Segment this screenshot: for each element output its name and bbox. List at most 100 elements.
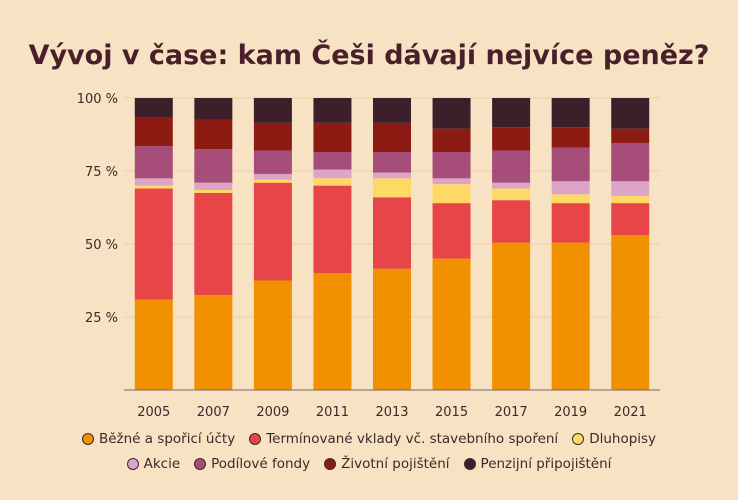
legend-label: Penzijní připojištění xyxy=(480,456,612,472)
x-tick-label: 2007 xyxy=(197,405,230,420)
bar-segment xyxy=(432,184,471,204)
legend-item: Akcie xyxy=(126,456,181,472)
bar-segment xyxy=(194,192,233,296)
x-tick-label: 2013 xyxy=(375,405,408,420)
bar-segment xyxy=(432,258,471,390)
bar-segment xyxy=(194,295,233,390)
bar-segment xyxy=(551,127,590,148)
bar-segment xyxy=(432,203,471,259)
bar-segment xyxy=(492,182,531,189)
bar-segment xyxy=(194,98,233,120)
bar-segment xyxy=(134,185,173,189)
legend-swatch xyxy=(463,458,476,470)
bar-segment xyxy=(253,280,292,390)
bar-segment xyxy=(134,98,173,117)
bar-segment xyxy=(253,122,292,151)
bar-segment xyxy=(373,122,411,153)
legend-item: Penzijní připojištění xyxy=(463,456,612,472)
bar-segment xyxy=(611,143,650,182)
bar-segment xyxy=(432,128,471,153)
x-tick-label: 2015 xyxy=(435,405,468,420)
bar-segment xyxy=(313,273,352,390)
bar-segment xyxy=(313,152,352,170)
bar-segment xyxy=(492,127,531,151)
bar-segment xyxy=(313,185,352,274)
y-tick-label: 50 % xyxy=(85,238,118,253)
legend-item: Běžné a spořicí účty xyxy=(81,431,236,447)
bar-segment xyxy=(551,147,590,182)
bar-segment xyxy=(611,128,650,144)
x-tick-label: 2021 xyxy=(614,405,647,420)
bar-segment xyxy=(373,268,411,390)
bar-segment xyxy=(373,98,411,123)
legend-item: Podílové fondy xyxy=(194,456,310,472)
bar-segment xyxy=(551,181,590,195)
y-tick-label: 25 % xyxy=(85,311,118,326)
bar-segment xyxy=(313,122,352,153)
x-tick-label: 2011 xyxy=(316,405,349,420)
bar-segment xyxy=(134,178,173,186)
bar-segment xyxy=(253,179,292,183)
bar-segment xyxy=(551,203,590,243)
chart-title: Vývoj v čase: kam Češi dávají nejvíce pe… xyxy=(28,40,710,71)
bar-segment xyxy=(611,235,650,390)
bar-segment xyxy=(432,178,471,185)
bar-segment xyxy=(432,152,471,179)
bar-segment xyxy=(253,98,292,123)
legend-row-1: Běžné a spořicí účty Termínované vklady v… xyxy=(0,431,738,447)
legend-swatch xyxy=(572,433,585,445)
bar-segment xyxy=(194,182,233,190)
legend-label: Termínované vklady vč. stavebního spořen… xyxy=(266,431,559,447)
legend-swatch xyxy=(249,433,262,445)
bar-segment xyxy=(134,116,173,147)
bar-segment xyxy=(551,98,590,128)
bar-segment xyxy=(134,299,173,390)
legend-label: Dluhopisy xyxy=(589,431,657,447)
x-tick-label: 2009 xyxy=(256,405,289,420)
legend-row-2: Akcie Podílové fondy Životní pojištění Penz… xyxy=(0,456,738,472)
bar-segment xyxy=(492,98,531,128)
bars xyxy=(134,98,650,390)
bar-segment xyxy=(492,150,531,183)
legend-swatch xyxy=(324,458,337,470)
axes: 25 % 50 % 75 % 100 % 2005 2007 2009 2011 2013 201… xyxy=(77,92,660,420)
bar-segment xyxy=(611,203,650,236)
bar-segment xyxy=(194,119,233,150)
legend-label: Běžné a spořicí účty xyxy=(98,431,236,447)
legend-swatch xyxy=(194,458,207,470)
bar-segment xyxy=(134,188,173,300)
bar-segment xyxy=(551,242,590,390)
bar-segment xyxy=(134,146,173,179)
legend-item: Dluhopisy xyxy=(572,431,656,447)
legend-swatch xyxy=(126,458,139,470)
bar-segment xyxy=(373,178,411,198)
legend-item: Životní pojištění xyxy=(324,456,450,472)
bar-segment xyxy=(194,149,233,183)
bar-segment xyxy=(313,169,352,179)
bar-segment xyxy=(492,200,531,243)
legend-label: Podílové fondy xyxy=(211,456,311,472)
bar-segment xyxy=(551,194,590,204)
x-tick-label: 2017 xyxy=(495,405,528,420)
legend-swatch xyxy=(81,433,94,445)
y-tick-label: 75 % xyxy=(85,165,118,180)
legend-label: Akcie xyxy=(143,456,181,472)
x-tick-label: 2005 xyxy=(137,405,170,420)
bar-segment xyxy=(313,178,352,186)
bar-segment xyxy=(194,189,233,193)
bar-segment xyxy=(373,152,411,173)
bar-segment xyxy=(611,98,650,129)
bar-segment xyxy=(253,150,292,174)
bar-segment xyxy=(611,181,650,196)
bar-segment xyxy=(253,173,292,180)
bar-segment xyxy=(373,197,411,269)
bar-segment xyxy=(432,98,471,129)
legend-label: Životní pojištění xyxy=(341,456,450,472)
bar-segment xyxy=(313,98,352,123)
bar-segment xyxy=(492,242,531,390)
bar-segment xyxy=(492,188,531,201)
x-tick-label: 2019 xyxy=(554,405,587,420)
legend-item: Termínované vklady vč. stavebního spořen… xyxy=(249,431,558,447)
bar-segment xyxy=(253,182,292,281)
